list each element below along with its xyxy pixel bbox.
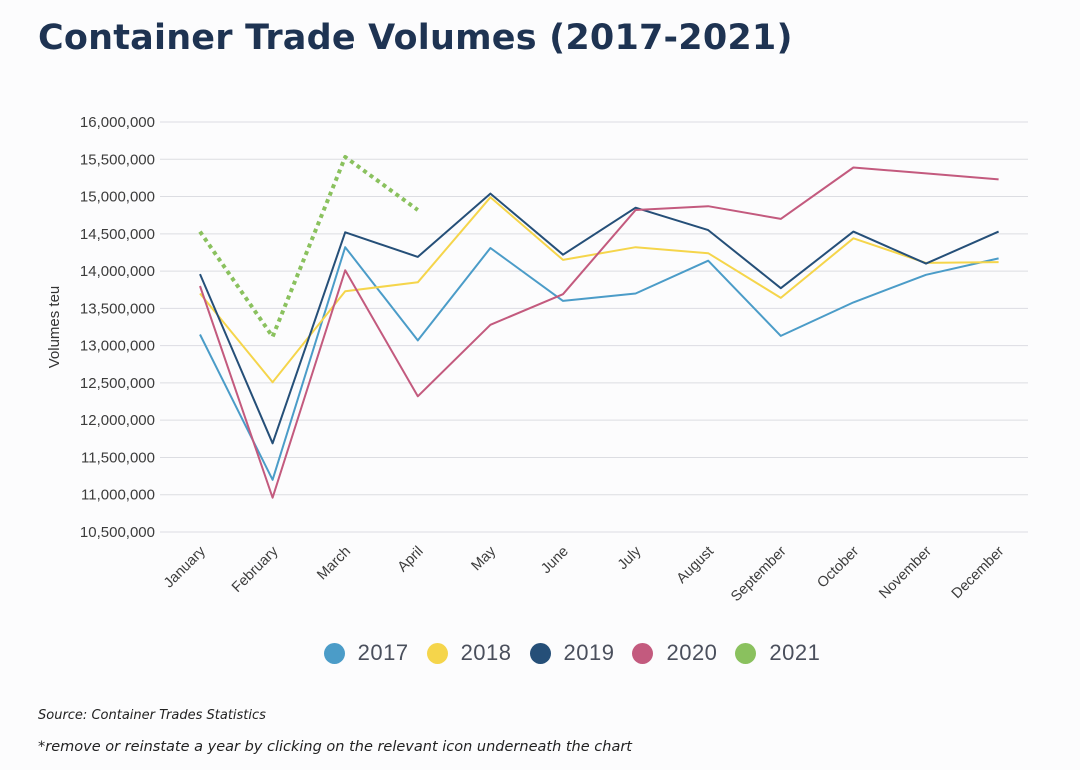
- x-tick-label: January: [161, 543, 209, 591]
- y-tick-label: 14,500,000: [80, 226, 155, 243]
- source-note: Source: Container Trades Statistics: [38, 708, 266, 723]
- x-tick-label: June: [538, 544, 572, 578]
- x-tick-label: March: [314, 544, 354, 584]
- x-axis-ticks: January February March April May June July Augu…: [161, 543, 1008, 605]
- series-line-2017: [199, 246, 999, 481]
- legend-dot-icon: [529, 642, 551, 664]
- x-tick-label: July: [615, 543, 645, 573]
- legend-item-2019[interactable]: 2019: [529, 640, 615, 666]
- line-chart: 10,500,000 11,000,000 11,500,000 12,000,000…: [46, 114, 1028, 605]
- y-tick-label: 13,500,000: [80, 300, 155, 317]
- legend-label: 2019: [563, 640, 615, 665]
- legend-dot-icon: [735, 642, 757, 664]
- x-tick-label: November: [876, 543, 935, 602]
- y-tick-label: 15,500,000: [80, 151, 155, 168]
- y-tick-label: 16,000,000: [80, 114, 155, 131]
- footnote: *remove or reinstate a year by clicking …: [38, 739, 632, 755]
- legend-item-2017[interactable]: 2017: [323, 640, 409, 666]
- x-tick-label: October: [814, 543, 862, 591]
- series-line-2019: [199, 192, 1000, 445]
- y-tick-label: 11,500,000: [81, 449, 155, 466]
- x-tick-label: February: [229, 543, 282, 596]
- x-tick-label: August: [674, 544, 717, 587]
- y-tick-label: 13,000,000: [80, 338, 155, 355]
- y-tick-label: 10,500,000: [80, 524, 155, 541]
- x-tick-label: September: [728, 543, 790, 605]
- series-lines: [198, 155, 1000, 499]
- series-line-2021: [198, 155, 419, 339]
- x-tick-label: December: [949, 543, 1008, 602]
- legend-dot-icon: [323, 642, 345, 664]
- legend-item-2020[interactable]: 2020: [632, 640, 717, 666]
- legend: 2017 2018 2019 2020 2021: [0, 640, 1080, 666]
- x-tick-label: April: [395, 544, 427, 576]
- series-line-2020: [199, 166, 999, 499]
- y-tick-label: 15,000,000: [80, 189, 155, 206]
- y-tick-label: 12,500,000: [80, 375, 155, 392]
- legend-label: 2020: [666, 640, 718, 665]
- y-tick-label: 12,000,000: [80, 412, 155, 429]
- legend-label: 2018: [460, 640, 512, 665]
- legend-label: 2021: [769, 640, 821, 665]
- page-title: Container Trade Volumes (2017-2021): [38, 18, 793, 58]
- y-tick-label: 14,000,000: [80, 263, 155, 280]
- y-axis-ticks: 10,500,000 11,000,000 11,500,000 12,000,000…: [80, 114, 155, 541]
- gridlines: [160, 121, 1028, 533]
- legend-item-2021[interactable]: 2021: [735, 640, 820, 666]
- legend-dot-icon: [632, 642, 654, 664]
- legend-item-2018[interactable]: 2018: [426, 640, 512, 666]
- y-tick-label: 11,000,000: [81, 487, 155, 504]
- x-tick-label: May: [469, 543, 500, 574]
- y-axis-label: Volumes teu: [46, 286, 63, 369]
- legend-dot-icon: [426, 642, 448, 664]
- legend-label: 2017: [357, 640, 409, 665]
